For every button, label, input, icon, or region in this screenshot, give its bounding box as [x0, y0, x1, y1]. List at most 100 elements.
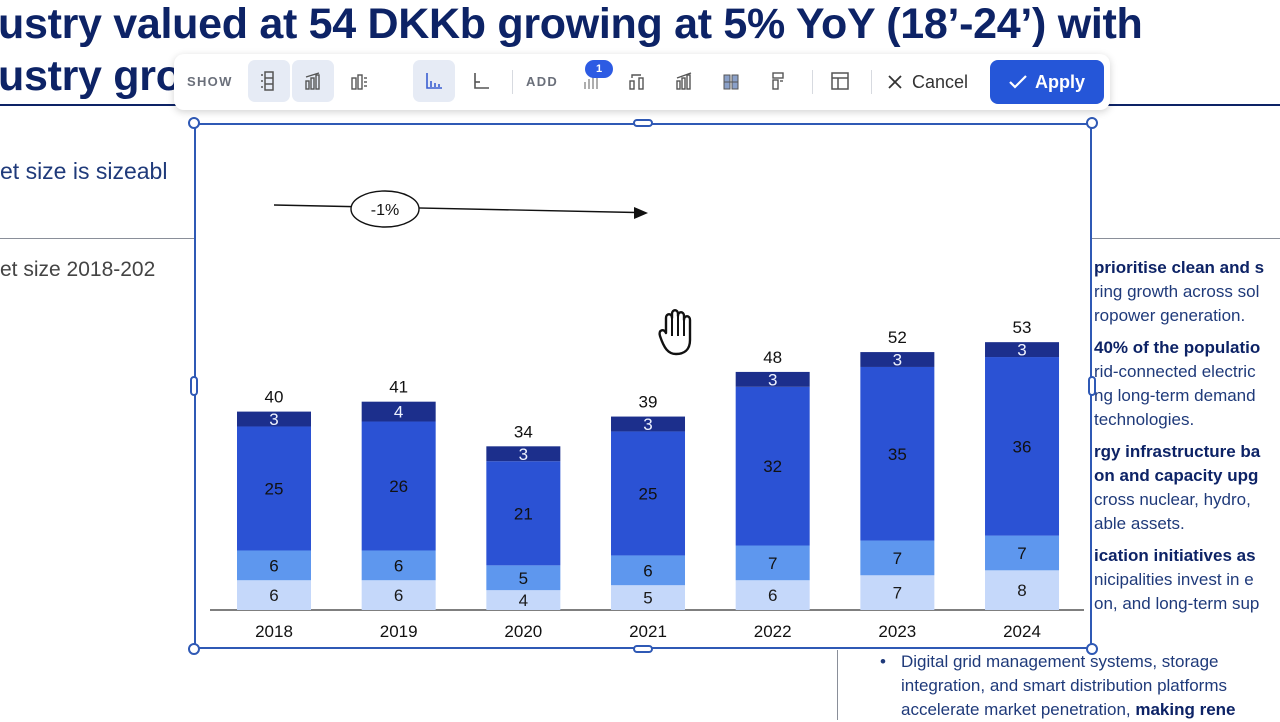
bar-segment — [860, 575, 935, 610]
resize-handle-top-right[interactable] — [1086, 117, 1098, 129]
bar-segment — [237, 411, 311, 427]
bar-segment — [486, 461, 561, 566]
slide-title-line-1: ustry valued at 54 DKKb growing at 5% Yo… — [0, 0, 1143, 48]
x-tick-label: 2022 — [754, 622, 792, 641]
right-bullet-2: 40% of the populatio rid-connected elect… — [1094, 338, 1261, 429]
resize-handle-left[interactable] — [190, 376, 198, 396]
bar-segment — [735, 580, 810, 610]
cancel-label: Cancel — [912, 71, 969, 92]
cagr-bars-icon — [676, 72, 692, 90]
table-icon — [831, 72, 849, 90]
segment-value-label: 6 — [269, 556, 278, 575]
add-difference-arrow-button[interactable] — [616, 60, 658, 102]
segment-value-label: 8 — [1017, 581, 1026, 600]
show-segment-labels-button[interactable] — [338, 60, 380, 102]
growth-arrow-head — [634, 207, 649, 219]
right-bullet-3: rgy infrastructure ba on and capacity up… — [1094, 442, 1261, 533]
bar-segment — [860, 366, 935, 541]
difference-arrow-icon — [629, 74, 644, 90]
right-bullet-4: ication initiatives as nicipalities inve… — [1094, 546, 1260, 613]
bar-segment — [860, 352, 935, 367]
bar-segment — [237, 426, 311, 551]
add-label: ADD — [526, 74, 559, 89]
bar-total-label: 41 — [389, 378, 408, 397]
left-divider — [0, 238, 200, 239]
toolbar-separator-2 — [812, 70, 813, 94]
left-heading-text: et size is sizeabl — [0, 158, 168, 184]
bar-segment — [361, 550, 436, 581]
segment-value-label: 7 — [768, 554, 777, 573]
x-tick-label: 2021 — [629, 622, 667, 641]
add-callout-button[interactable] — [757, 60, 799, 102]
chart-selection-frame[interactable]: 6 6 25 3 40 2018 6 6 26 4 41 2019 4 5 21 3 34 2020 5 6 25 3 39… — [194, 123, 1092, 649]
show-axis-lines-button[interactable] — [460, 60, 502, 102]
show-axis-button[interactable] — [413, 60, 455, 102]
bottom-bullet: • Digital grid management systems, storag… — [880, 652, 1236, 719]
notification-badge: 1 — [585, 60, 613, 78]
cancel-button[interactable]: Cancel — [888, 68, 968, 96]
segment-value-label: 6 — [269, 586, 278, 605]
show-data-labels-button[interactable] — [248, 60, 290, 102]
stacked-bars-icon — [723, 74, 739, 90]
x-tick-label: 2020 — [504, 622, 542, 641]
growth-annotation-label: -1% — [371, 202, 399, 219]
table-view-button[interactable] — [819, 60, 861, 102]
apply-button[interactable]: Apply — [990, 60, 1104, 104]
bar-segment — [985, 535, 1060, 571]
segment-value-label: 3 — [269, 410, 278, 429]
x-tick-label: 2019 — [380, 622, 418, 641]
bar-segment — [237, 580, 311, 610]
segment-value-label: 6 — [394, 586, 403, 605]
add-stacked-total-button[interactable] — [710, 60, 752, 102]
callout-bars-icon — [772, 72, 784, 90]
resize-handle-top[interactable] — [633, 119, 653, 127]
segment-value-label: 35 — [888, 445, 907, 464]
bar-segment — [486, 446, 561, 462]
right-bullets: prioritise clean and s ring growth acros… — [1094, 256, 1280, 636]
resize-handle-top-left[interactable] — [188, 117, 200, 129]
resize-handle-bottom-right[interactable] — [1086, 643, 1098, 655]
growth-arrow-line — [273, 204, 637, 214]
bar-segment — [985, 342, 1060, 358]
segment-bars-icon — [351, 74, 367, 90]
segment-value-label: 7 — [893, 584, 902, 603]
bar-segment — [985, 357, 1060, 536]
stacked-bar-chart[interactable]: 6 6 25 3 40 2018 6 6 26 4 41 2019 4 5 21 3 34 2020 5 6 25 3 39… — [196, 125, 1090, 647]
segment-value-label: 26 — [389, 477, 408, 496]
x-tick-label: 2018 — [255, 622, 293, 641]
segment-value-label: 6 — [643, 561, 652, 580]
resize-handle-bottom-left[interactable] — [188, 643, 200, 655]
bar-segment — [486, 565, 561, 591]
segment-value-label: 7 — [1017, 544, 1026, 563]
bar-segment — [361, 401, 436, 422]
add-cagr-button[interactable] — [663, 60, 705, 102]
segment-value-label: 3 — [1017, 341, 1026, 360]
bar-segment — [735, 386, 810, 546]
right-column-vline — [837, 650, 838, 720]
segment-value-label: 36 — [1013, 437, 1032, 456]
resize-handle-right[interactable] — [1088, 376, 1096, 396]
bar-total-label: 40 — [265, 388, 284, 407]
segment-value-label: 3 — [519, 445, 528, 464]
right-divider — [1092, 238, 1280, 239]
axis-bars-icon — [426, 73, 442, 89]
bar-segment — [237, 550, 311, 581]
segment-value-label: 3 — [768, 370, 777, 389]
data-labels-icon — [261, 71, 274, 91]
toolbar-separator-3 — [871, 70, 872, 94]
bullet-marker: • — [880, 652, 886, 671]
hand-cursor-icon — [658, 309, 692, 356]
segment-value-label: 4 — [394, 403, 403, 422]
segment-value-label: 21 — [514, 504, 533, 523]
segment-value-label: 25 — [639, 484, 658, 503]
close-icon — [888, 75, 902, 89]
show-totals-button[interactable] — [292, 60, 334, 102]
chart-edit-toolbar: SHOW ADD Cancel Apply — [174, 54, 1110, 110]
bar-total-label: 34 — [514, 422, 533, 441]
bar-segment — [361, 421, 436, 551]
bar-segment — [860, 540, 935, 576]
segment-value-label: 3 — [643, 415, 652, 434]
left-subheading-text: et size 2018-202 — [0, 258, 156, 281]
bar-segment — [486, 590, 561, 610]
resize-handle-bottom[interactable] — [633, 645, 653, 653]
